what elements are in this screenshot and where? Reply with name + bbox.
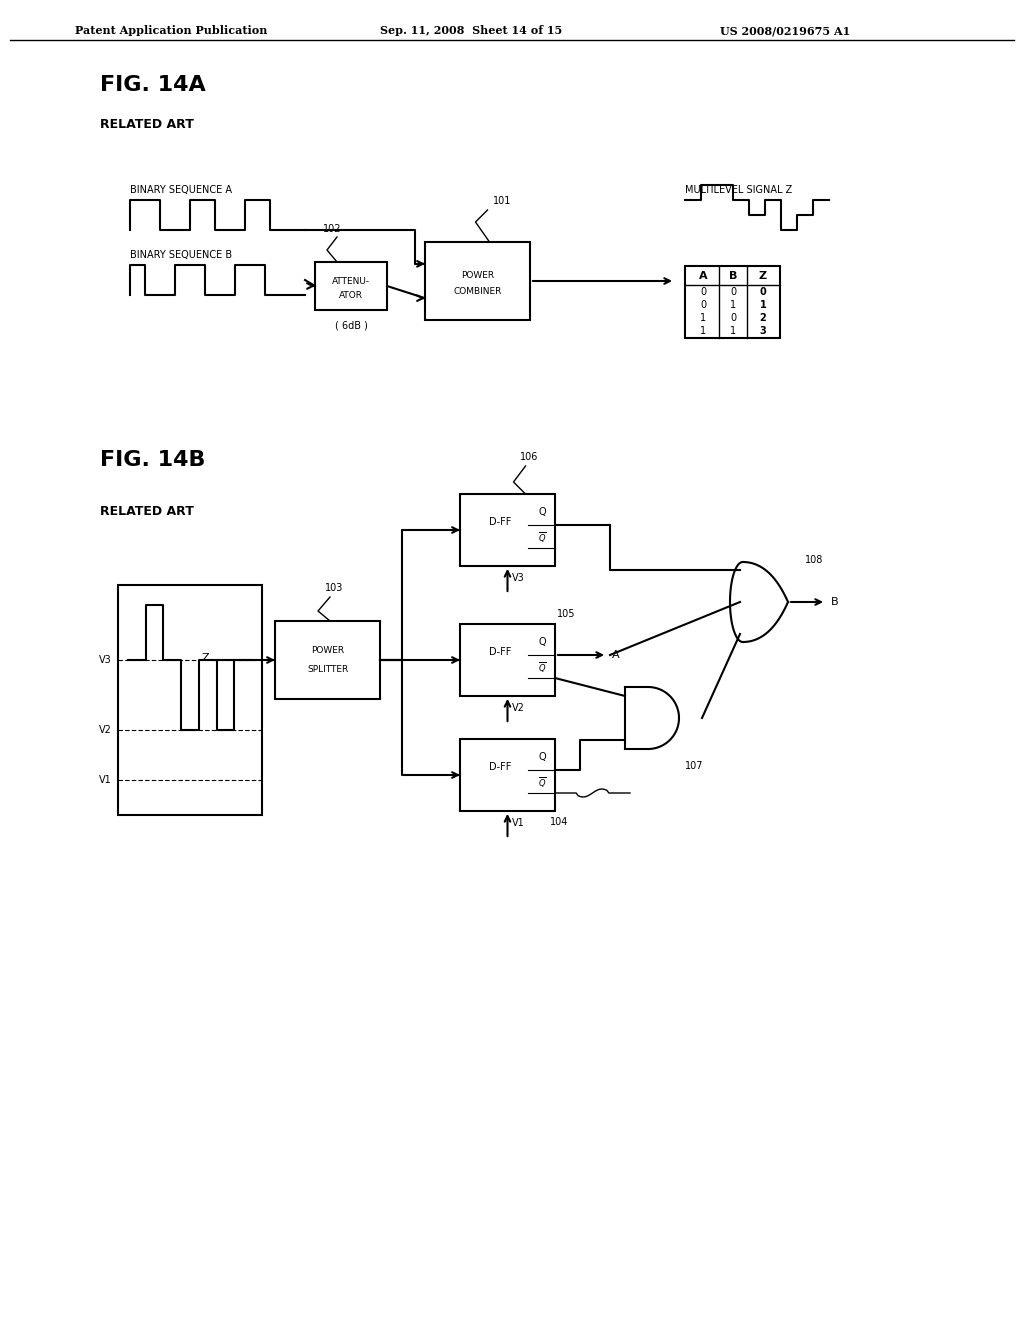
Text: 106: 106 [519, 451, 538, 462]
Text: 0: 0 [700, 286, 707, 297]
Text: ATTENU-: ATTENU- [332, 277, 370, 286]
Text: Z: Z [759, 271, 767, 281]
FancyBboxPatch shape [118, 585, 262, 814]
Text: Q: Q [539, 638, 546, 647]
Text: 0: 0 [700, 300, 707, 310]
Text: D-FF: D-FF [488, 517, 511, 527]
Text: 1: 1 [730, 300, 736, 310]
Text: ATOR: ATOR [339, 292, 362, 301]
Text: FIG. 14B: FIG. 14B [100, 450, 206, 470]
Text: SPLITTER: SPLITTER [307, 665, 348, 675]
Text: FIG. 14A: FIG. 14A [100, 75, 206, 95]
Text: 104: 104 [550, 817, 568, 828]
Text: 2: 2 [760, 313, 766, 323]
Text: Sep. 11, 2008  Sheet 14 of 15: Sep. 11, 2008 Sheet 14 of 15 [380, 25, 562, 36]
Text: 108: 108 [805, 554, 823, 565]
Text: V1: V1 [99, 775, 112, 785]
Text: A: A [612, 649, 620, 660]
Text: $\overline{Q}$: $\overline{Q}$ [538, 776, 546, 791]
Text: Z: Z [201, 653, 209, 663]
Text: V3: V3 [512, 573, 524, 583]
Text: D-FF: D-FF [488, 647, 511, 657]
FancyBboxPatch shape [275, 620, 380, 700]
Text: B: B [729, 271, 737, 281]
Text: V2: V2 [99, 725, 112, 735]
Text: 0: 0 [730, 286, 736, 297]
Text: A: A [698, 271, 708, 281]
Text: 1: 1 [760, 300, 766, 310]
Text: 1: 1 [730, 326, 736, 337]
Text: US 2008/0219675 A1: US 2008/0219675 A1 [720, 25, 850, 36]
Text: $\overline{Q}$: $\overline{Q}$ [538, 531, 546, 545]
Text: 102: 102 [323, 224, 341, 234]
Text: POWER: POWER [461, 271, 494, 280]
Text: D-FF: D-FF [488, 762, 511, 772]
Text: 1: 1 [700, 313, 707, 323]
Text: Patent Application Publication: Patent Application Publication [75, 25, 267, 36]
Text: 107: 107 [685, 762, 703, 771]
Text: V3: V3 [99, 655, 112, 665]
Text: 105: 105 [557, 609, 575, 619]
Text: Q: Q [539, 507, 546, 517]
Text: COMBINER: COMBINER [454, 286, 502, 296]
Text: BINARY SEQUENCE A: BINARY SEQUENCE A [130, 185, 232, 195]
FancyBboxPatch shape [460, 739, 555, 810]
FancyBboxPatch shape [315, 261, 387, 310]
FancyBboxPatch shape [460, 624, 555, 696]
Text: 1: 1 [700, 326, 707, 337]
FancyBboxPatch shape [425, 242, 530, 319]
FancyBboxPatch shape [460, 494, 555, 566]
Text: 101: 101 [493, 195, 511, 206]
Text: 0: 0 [730, 313, 736, 323]
Text: RELATED ART: RELATED ART [100, 506, 194, 517]
Text: 3: 3 [760, 326, 766, 337]
Text: Q: Q [539, 752, 546, 762]
Text: MULTILEVEL SIGNAL Z: MULTILEVEL SIGNAL Z [685, 185, 793, 195]
Text: POWER: POWER [311, 645, 344, 655]
FancyBboxPatch shape [685, 267, 780, 338]
Text: 0: 0 [760, 286, 766, 297]
Text: $\overline{Q}$: $\overline{Q}$ [538, 660, 546, 676]
Text: ( 6dB ): ( 6dB ) [335, 319, 368, 330]
Text: 103: 103 [325, 583, 343, 593]
Text: V2: V2 [512, 704, 524, 713]
Text: RELATED ART: RELATED ART [100, 117, 194, 131]
Text: B: B [831, 597, 839, 607]
Text: V1: V1 [512, 818, 524, 828]
Text: BINARY SEQUENCE B: BINARY SEQUENCE B [130, 249, 232, 260]
